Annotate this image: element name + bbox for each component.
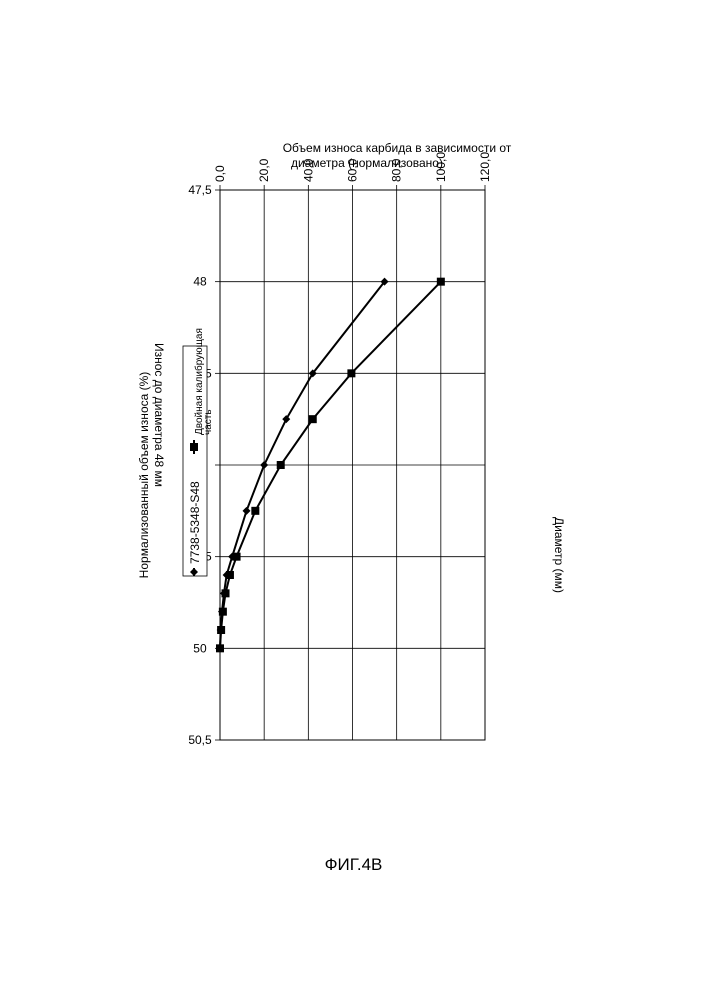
y-tick-label: 0,0: [213, 165, 227, 182]
legend-label-series-2-line-2: часть: [203, 409, 214, 435]
legend-marker-series-2: [190, 443, 198, 451]
series-2-point: [222, 589, 230, 597]
series-2-point: [233, 553, 241, 561]
series-2-point: [277, 461, 285, 469]
series-2-point: [219, 608, 227, 616]
series-1-point: [282, 415, 290, 423]
y-tick-label: 80,0: [390, 158, 404, 182]
series-2-point: [347, 369, 355, 377]
x-axis-label: Диаметр (мм): [552, 517, 566, 593]
x-tick-label: 47,5: [188, 183, 212, 197]
series-2-point: [437, 278, 445, 286]
x-tick-label: 50: [193, 641, 207, 655]
series-2-point: [226, 571, 234, 579]
x-tick-label: 50,5: [188, 733, 212, 747]
x-tick-label: 48: [193, 275, 207, 289]
series-2-point: [216, 644, 224, 652]
series-2-point: [309, 415, 317, 423]
y-tick-label: 20,0: [257, 158, 271, 182]
series-1-point: [260, 461, 268, 469]
series-2-point: [251, 507, 259, 515]
y-tick-label: 60,0: [346, 158, 360, 182]
figure-caption: ФИГ.4В: [0, 855, 707, 875]
y-axis-label: Нормализованный объем износа (%): [137, 372, 151, 579]
series-2-point: [217, 626, 225, 634]
legend-label-series-1: 7738-5348-S48: [188, 481, 202, 564]
series-1-point: [243, 507, 251, 515]
chart-subtitle: Износ до диаметра 48 мм: [152, 343, 166, 487]
legend: 7738-5348-S48 Двойная калибрующая часть: [183, 328, 214, 576]
y-tick-label: 120,0: [478, 152, 492, 182]
y-tick-label: 100,0: [434, 152, 448, 182]
y-tick-label: 40,0: [301, 158, 315, 182]
gridlines: [215, 185, 485, 740]
